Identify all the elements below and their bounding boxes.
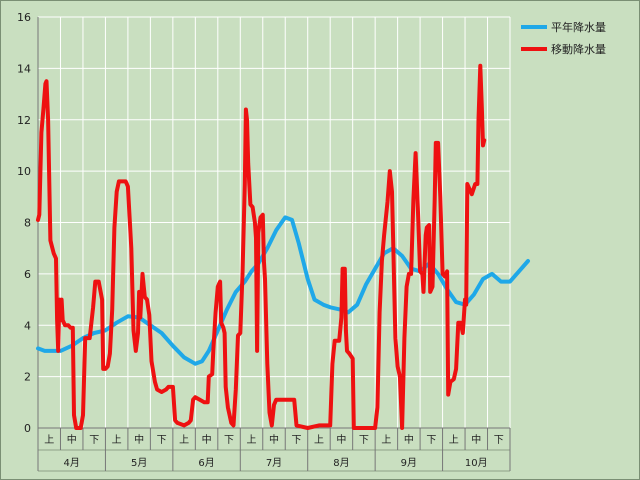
x-sub-label: 下	[89, 435, 99, 446]
x-sub-label: 下	[291, 435, 301, 446]
x-sub-label: 中	[202, 433, 212, 446]
y-tick-label: 16	[17, 11, 31, 24]
series-lines	[36, 63, 530, 430]
x-month-label: 5月	[131, 457, 147, 469]
x-month-label: 6月	[198, 457, 214, 469]
x-month-label: 10月	[465, 457, 488, 469]
y-tick-label: 0	[24, 422, 31, 435]
x-month-label: 9月	[401, 457, 417, 469]
x-sub-label: 上	[179, 434, 189, 446]
x-sub-label: 下	[494, 435, 504, 446]
x-sub-label: 中	[67, 433, 77, 446]
legend-label-moving-precip: 移動降水量	[551, 42, 606, 56]
y-tick-label: 2	[24, 371, 31, 384]
x-month-label: 7月	[266, 457, 282, 469]
x-sub-label: 上	[314, 434, 324, 446]
y-tick-label: 6	[24, 268, 31, 281]
axes: 0246810121416上中下上中下上中下上中下上中下上中下上中下4月 5月 6月…	[17, 11, 511, 472]
y-tick-label: 4	[24, 319, 31, 332]
x-sub-label: 中	[336, 433, 346, 446]
x-sub-label: 上	[112, 434, 122, 446]
x-sub-label: 中	[134, 433, 144, 446]
x-sub-label: 中	[471, 433, 481, 446]
x-sub-label: 上	[381, 434, 391, 446]
x-sub-label: 中	[404, 433, 414, 446]
x-month-label: 8月	[333, 457, 349, 469]
y-tick-label: 10	[17, 165, 31, 178]
x-sub-label: 下	[157, 435, 167, 446]
legend-label-normal-precip: 平年降水量	[551, 20, 606, 34]
y-tick-label: 12	[17, 114, 31, 127]
y-tick-label: 14	[17, 62, 31, 75]
y-tick-label: 8	[24, 217, 31, 230]
moving-precip-line	[36, 63, 487, 430]
x-sub-label: 上	[449, 434, 459, 446]
x-sub-label: 上	[247, 434, 257, 446]
x-month-label: 4月	[64, 457, 80, 469]
legend: 平年降水量 移動降水量	[521, 20, 606, 56]
x-sub-label: 下	[224, 435, 234, 446]
x-sub-label: 上	[44, 434, 54, 446]
x-sub-label: 下	[426, 435, 436, 446]
x-sub-label: 中	[269, 433, 279, 446]
x-sub-label: 下	[359, 435, 369, 446]
